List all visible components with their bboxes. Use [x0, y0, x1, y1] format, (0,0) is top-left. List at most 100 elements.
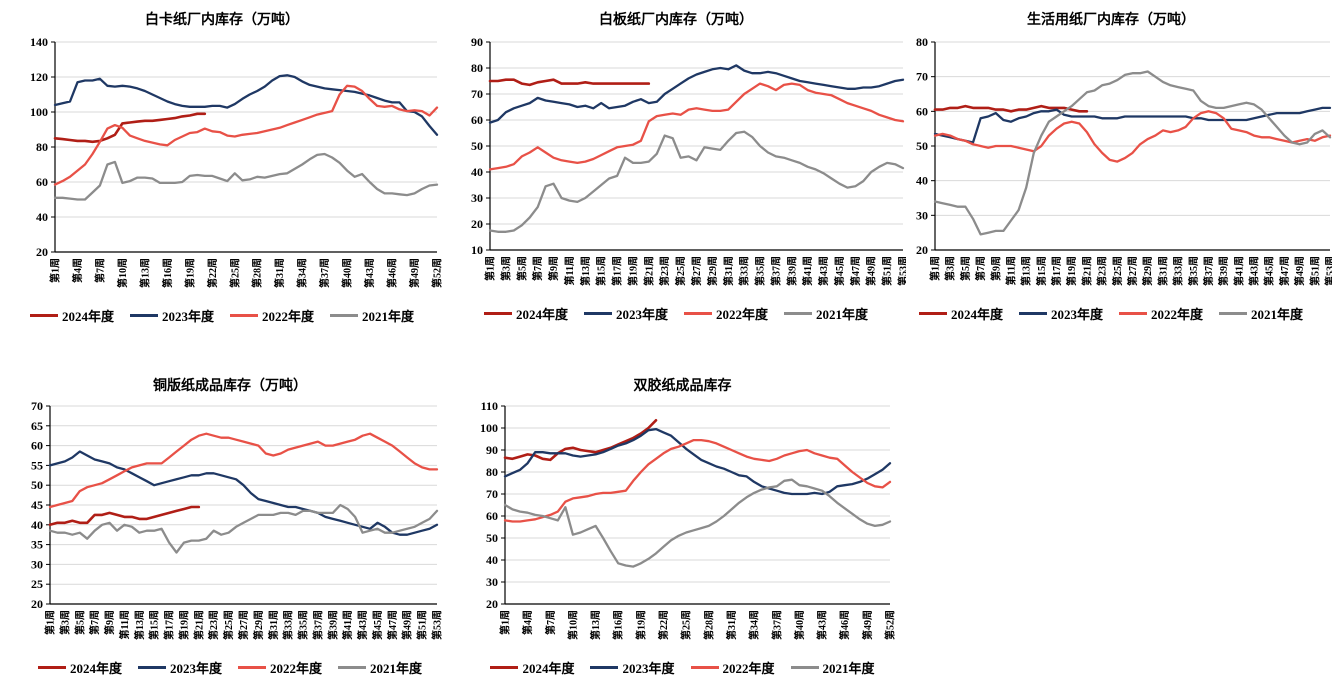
legend-label: 2022年度: [716, 304, 768, 323]
legend-swatch: [1019, 312, 1047, 315]
legend-label: 2022年度: [1151, 304, 1203, 323]
svg-text:第43周: 第43周: [1248, 256, 1261, 286]
legend-label: 2024年度: [951, 304, 1003, 323]
svg-text:80: 80: [916, 35, 928, 49]
svg-text:第43周: 第43周: [356, 610, 369, 640]
svg-text:第9周: 第9周: [103, 610, 116, 635]
legend-item-2024: 2024年度: [919, 304, 1003, 323]
svg-text:第5周: 第5周: [515, 256, 528, 281]
svg-text:第29周: 第29周: [252, 610, 265, 640]
svg-text:第23周: 第23周: [658, 256, 671, 286]
legend-swatch: [38, 666, 66, 669]
svg-text:第22周: 第22周: [657, 610, 670, 640]
svg-text:40: 40: [916, 174, 928, 188]
svg-text:第49周: 第49周: [401, 610, 414, 640]
svg-text:第52周: 第52周: [431, 258, 444, 288]
svg-text:第35周: 第35周: [754, 256, 767, 286]
legend-label: 2024年度: [70, 658, 122, 677]
svg-text:第37周: 第37周: [1202, 256, 1215, 286]
svg-text:第47周: 第47周: [386, 610, 399, 640]
svg-text:第10周: 第10周: [116, 258, 129, 288]
legend-item-2024: 2024年度: [490, 658, 574, 677]
svg-text:20: 20: [916, 243, 928, 257]
svg-text:第35周: 第35周: [297, 610, 310, 640]
legend-label: 2021年度: [816, 304, 868, 323]
svg-text:第23周: 第23周: [207, 610, 220, 640]
svg-text:20: 20: [31, 597, 43, 611]
svg-text:第5周: 第5周: [73, 610, 86, 635]
svg-text:140: 140: [30, 35, 48, 49]
svg-text:第46周: 第46周: [386, 258, 399, 288]
legend-label: 2022年度: [262, 306, 314, 325]
svg-text:20: 20: [486, 597, 498, 611]
svg-text:第31周: 第31周: [1156, 256, 1169, 286]
chart-title: 铜版纸成品库存（万吨）: [0, 372, 460, 398]
svg-text:第31周: 第31周: [273, 258, 286, 288]
svg-text:第45周: 第45周: [1263, 256, 1276, 286]
legend-label: 2023年度: [622, 658, 674, 677]
svg-text:第1周: 第1周: [44, 610, 57, 635]
svg-text:第52周: 第52周: [884, 610, 896, 640]
svg-text:第1周: 第1周: [499, 610, 512, 635]
svg-text:第11周: 第11周: [563, 256, 576, 285]
svg-text:第29周: 第29周: [1141, 256, 1154, 286]
legend-item-2021: 2021年度: [791, 658, 875, 677]
legend-item-2021: 2021年度: [330, 306, 414, 325]
svg-text:50: 50: [31, 478, 43, 492]
legend-item-2024: 2024年度: [484, 304, 568, 323]
svg-text:70: 70: [916, 70, 928, 84]
svg-text:50: 50: [486, 531, 498, 545]
chart-title: 白板纸厂内库存（万吨）: [446, 6, 906, 32]
svg-text:25: 25: [31, 577, 43, 591]
svg-text:60: 60: [486, 509, 498, 523]
svg-text:第1周: 第1周: [49, 258, 62, 283]
svg-text:第49周: 第49周: [861, 610, 874, 640]
legend-swatch: [791, 666, 819, 669]
legend-item-2023: 2023年度: [138, 658, 222, 677]
legend-label: 2023年度: [616, 304, 668, 323]
svg-text:第25周: 第25周: [1111, 256, 1124, 286]
svg-text:90: 90: [486, 443, 498, 457]
svg-text:55: 55: [31, 458, 43, 472]
svg-text:第31周: 第31周: [725, 610, 738, 640]
svg-text:70: 70: [486, 487, 498, 501]
chart-title: 生活用纸厂内库存（万吨）: [890, 6, 1332, 32]
svg-text:第27周: 第27周: [1126, 256, 1139, 286]
svg-text:第4周: 第4周: [71, 258, 84, 283]
legend-item-2022: 2022年度: [230, 306, 314, 325]
svg-text:60: 60: [36, 175, 48, 189]
legend-item-2023: 2023年度: [1019, 304, 1103, 323]
legend-item-2023: 2023年度: [584, 304, 668, 323]
chart-title: 白卡纸厂内库存（万吨）: [0, 6, 444, 32]
svg-text:第16周: 第16周: [612, 610, 625, 640]
svg-text:第33周: 第33周: [282, 610, 295, 640]
svg-text:第27周: 第27周: [237, 610, 250, 640]
legend-item-2024: 2024年度: [38, 658, 122, 677]
svg-text:60: 60: [471, 113, 483, 127]
legend-swatch: [1119, 312, 1147, 315]
svg-text:第16周: 第16周: [161, 258, 174, 288]
legend-swatch: [584, 312, 612, 315]
legend-swatch: [330, 314, 358, 317]
svg-text:第15周: 第15周: [148, 610, 161, 640]
svg-text:第27周: 第27周: [690, 256, 703, 286]
svg-text:第10周: 第10周: [566, 610, 579, 640]
chart-canvas: 20304050607080第1周第3周第5周第7周第9周第11周第13周第15…: [890, 32, 1332, 302]
svg-text:第23周: 第23周: [1096, 256, 1109, 286]
svg-text:第29周: 第29周: [706, 256, 719, 286]
svg-text:第19周: 第19周: [626, 256, 639, 286]
svg-text:第17周: 第17周: [1050, 256, 1063, 286]
svg-text:第34周: 第34周: [748, 610, 761, 640]
svg-text:10: 10: [471, 243, 483, 257]
legend-label: 2021年度: [823, 658, 875, 677]
legend-swatch: [230, 314, 258, 317]
svg-text:第1周: 第1周: [929, 256, 942, 281]
svg-text:第45周: 第45周: [833, 256, 846, 286]
svg-text:第37周: 第37周: [311, 610, 324, 640]
svg-text:第7周: 第7周: [544, 610, 557, 635]
svg-text:第21周: 第21周: [192, 610, 205, 640]
svg-text:第46周: 第46周: [838, 610, 851, 640]
